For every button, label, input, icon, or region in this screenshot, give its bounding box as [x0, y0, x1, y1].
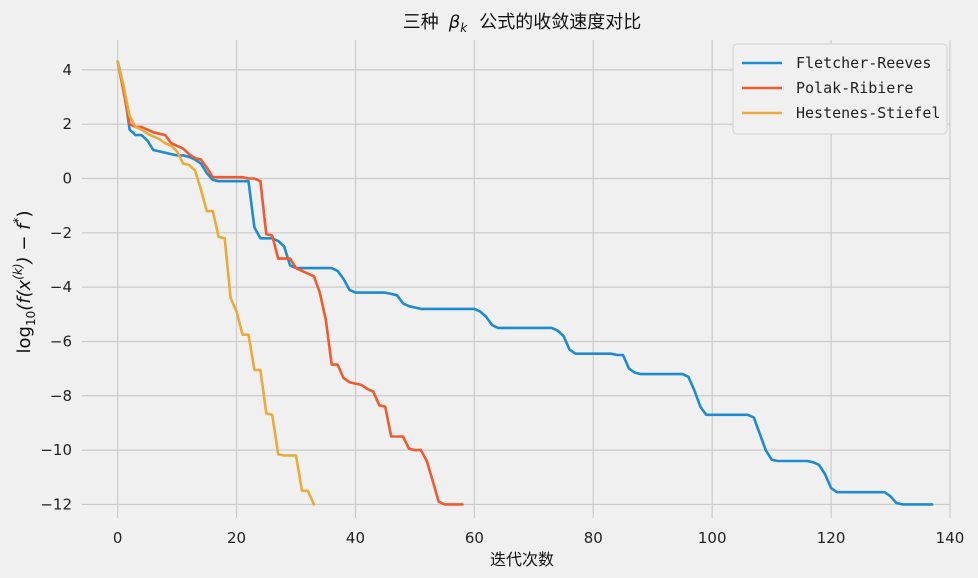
legend-label: Hestenes-Stiefel — [796, 104, 941, 122]
y-tick-label: 2 — [62, 115, 72, 133]
legend-box — [732, 43, 948, 135]
x-tick-label: 100 — [698, 529, 727, 547]
chart-title: 三种 βk 公式的收敛速度对比 — [403, 12, 641, 35]
y-tick-label: −2 — [50, 224, 72, 242]
series-line-fletcher-reeves — [116, 60, 934, 506]
x-tick-label: 140 — [936, 529, 965, 547]
y-tick-labels: −12 −10 −8 −6 −4 −2 0 2 4 — [40, 61, 72, 514]
legend: Fletcher-Reeves Polak-Ribiere Hestenes-Sti… — [732, 43, 948, 135]
x-tick-label: 0 — [113, 529, 123, 547]
x-tick-label: 120 — [817, 529, 846, 547]
x-tick-label: 40 — [346, 529, 365, 547]
y-tick-label: −4 — [50, 278, 72, 296]
y-tick-label: 4 — [62, 61, 72, 79]
y-axis-label: log10(f(x(k)) − f*) — [11, 210, 38, 353]
y-tick-label: 0 — [62, 170, 72, 188]
series-line-polak-ribiere — [116, 60, 464, 506]
x-tick-label: 80 — [584, 529, 603, 547]
x-axis-label: 迭代次数 — [490, 550, 554, 569]
x-tick-label: 20 — [227, 529, 246, 547]
y-tick-label: −6 — [50, 332, 72, 350]
y-tick-label: −12 — [40, 495, 72, 513]
x-tick-labels: 0 20 40 60 80 100 120 140 — [113, 529, 964, 547]
legend-label: Fletcher-Reeves — [796, 54, 931, 72]
series-lines — [116, 60, 934, 506]
y-tick-label: −10 — [40, 441, 72, 459]
series-line-hestenes-stiefel — [116, 60, 316, 506]
grid-lines — [82, 40, 951, 518]
y-tick-label: −8 — [50, 387, 72, 405]
legend-label: Polak-Ribiere — [796, 79, 913, 97]
x-tick-label: 60 — [465, 529, 484, 547]
